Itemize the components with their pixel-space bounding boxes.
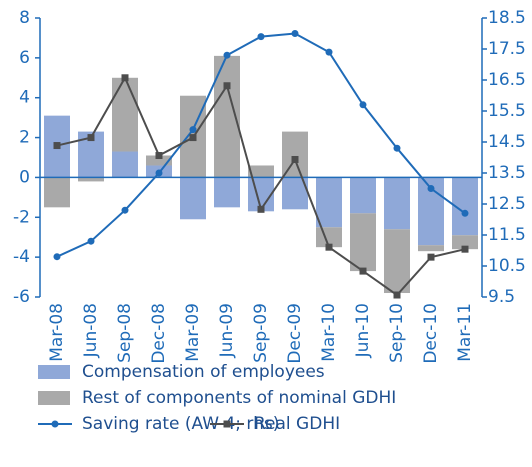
bar: [350, 177, 376, 214]
y-tick-label: 2: [19, 128, 30, 148]
point: [427, 185, 435, 192]
y2-tick-label: 16.5: [488, 70, 526, 90]
bar: [384, 229, 410, 294]
point: [189, 126, 197, 134]
bar: [282, 131, 308, 178]
legend-label: Rest of components of nominal GDHI: [82, 388, 396, 408]
x-tick-label: Mar-11: [455, 303, 475, 362]
bar: [180, 177, 206, 220]
point: [359, 267, 367, 275]
bar: [44, 177, 70, 208]
bar: [418, 245, 444, 252]
bar: [248, 165, 274, 178]
x-tick-label: Mar-10: [319, 303, 339, 362]
legend-marker: [223, 420, 231, 428]
legend-label: Compensation of employees: [82, 362, 325, 382]
y2-tick-label: 15.5: [488, 101, 526, 121]
bar: [384, 177, 410, 230]
point: [257, 205, 265, 213]
y2-tick-label: 17.5: [488, 39, 526, 59]
point: [359, 101, 367, 109]
x-tick-label: Mar-08: [47, 303, 67, 362]
y-tick-label: 6: [19, 48, 30, 68]
legend-label: Saving rate (AW 4; rhs): [82, 414, 279, 434]
legend-label: Real GDHI: [254, 414, 340, 434]
point: [223, 82, 231, 90]
bar: [112, 77, 138, 152]
point: [461, 245, 469, 253]
y-tick-label: -4: [13, 247, 30, 267]
point: [291, 30, 299, 37]
point: [461, 209, 469, 217]
point: [393, 144, 401, 152]
bar: [146, 155, 172, 166]
point: [325, 48, 333, 56]
y-tick-label: 8: [19, 8, 30, 28]
x-tick-label: Mar-09: [183, 303, 203, 362]
point: [393, 291, 401, 299]
legend-swatch: [38, 391, 70, 405]
x-tick-label: Jun-09: [217, 303, 237, 358]
bar: [452, 235, 478, 250]
x-tick-label: Dec-08: [149, 303, 169, 364]
y-tick-label: 0: [19, 167, 30, 187]
legend-marker: [51, 420, 59, 428]
y2-tick-label: 14.5: [488, 132, 526, 152]
bar: [214, 177, 240, 208]
y2-tick-label: 12.5: [488, 194, 526, 214]
bar: [78, 177, 104, 182]
x-tick-label: Sep-09: [251, 303, 271, 363]
point: [291, 155, 299, 163]
point: [87, 134, 95, 142]
bar: [316, 177, 342, 228]
point: [257, 33, 265, 41]
x-tick-label: Jun-10: [353, 303, 373, 358]
point: [189, 134, 197, 142]
y2-tick-label: 18.5: [488, 8, 526, 28]
x-tick-label: Jun-08: [81, 303, 101, 358]
x-tick-label: Dec-10: [421, 303, 441, 364]
point: [87, 237, 95, 245]
point: [427, 253, 435, 261]
y2-tick-label: 10.5: [488, 256, 526, 276]
y2-tick-label: 11.5: [488, 225, 526, 245]
point: [325, 243, 333, 251]
point: [155, 169, 163, 177]
point: [121, 206, 129, 214]
x-tick-label: Sep-08: [115, 303, 135, 363]
point: [121, 74, 129, 82]
bar: [350, 213, 376, 272]
y2-tick-label: 13.5: [488, 163, 526, 183]
x-tick-label: Sep-10: [387, 303, 407, 363]
point: [53, 253, 61, 261]
point: [155, 152, 163, 160]
point: [223, 51, 231, 59]
y-tick-label: -2: [13, 207, 30, 227]
point: [53, 142, 61, 150]
x-tick-label: Dec-09: [285, 303, 305, 364]
y2-tick-label: 9.5: [488, 287, 515, 307]
legend-swatch: [38, 365, 70, 379]
y-tick-label: -6: [13, 287, 30, 307]
bar: [112, 151, 138, 178]
y-tick-label: 4: [19, 88, 30, 108]
